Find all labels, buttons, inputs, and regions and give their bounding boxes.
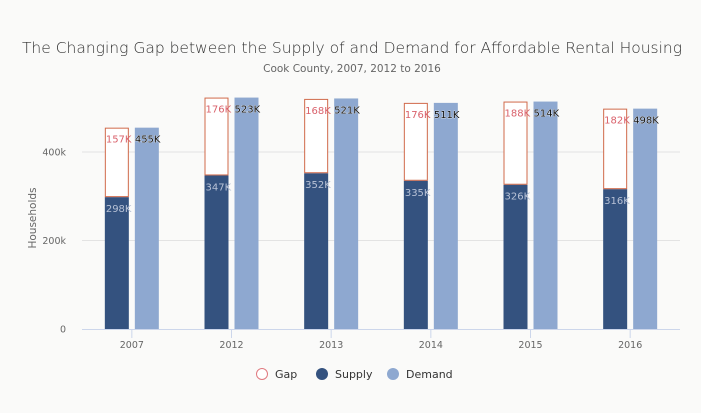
bar-supply (403, 180, 428, 329)
data-label-supply: 326K (505, 192, 531, 203)
bar-gap (304, 98, 329, 174)
data-label-demand: 514K (534, 109, 560, 120)
x-tick-label: 2014 (419, 340, 443, 351)
bar-gap (603, 108, 628, 190)
data-label-demand: 455K (135, 135, 161, 146)
chart-subtitle: Cook County, 2007, 2012 to 2016 (263, 63, 441, 75)
gridlines (82, 151, 680, 241)
bar-demand (234, 97, 259, 329)
legend-item-supply: Supply (316, 368, 373, 381)
legend-label: Gap (275, 368, 297, 381)
legend-marker-hollow-circle-icon (256, 368, 268, 380)
data-label-supply: 352K (305, 180, 331, 191)
bar-supply (603, 189, 628, 329)
bars (104, 97, 658, 330)
data-label-gap: 176K (405, 110, 431, 121)
x-tick-label: 2016 (618, 340, 642, 351)
data-label-gap: 168K (305, 106, 331, 117)
bar-demand (633, 108, 658, 329)
bar-gap (104, 127, 129, 198)
y-axis: 0 200k 400k (42, 148, 66, 336)
x-tick-label: 2012 (219, 340, 243, 351)
legend-item-demand: Demand (387, 368, 453, 381)
legend-marker-circle-icon (387, 368, 399, 380)
bar-supply (104, 197, 129, 329)
data-label-gap: 157K (106, 135, 132, 146)
bar-gap (204, 97, 229, 176)
bar-supply (503, 184, 528, 329)
bar-demand (533, 101, 558, 330)
bar-gap (403, 102, 428, 181)
legend-item-gap: Gap (256, 368, 297, 381)
legend-label: Demand (406, 368, 453, 381)
bar-demand (433, 102, 458, 329)
bar-demand (134, 127, 159, 329)
x-tick-label: 2015 (518, 340, 542, 351)
x-tick-label: 2007 (120, 340, 144, 351)
data-label-demand: 521K (334, 105, 360, 116)
y-tick-label: 200k (42, 236, 66, 247)
x-axis: 2007 2012 2013 2014 2015 2016 (120, 329, 642, 351)
chart-title: The Changing Gap between the Supply of a… (22, 39, 682, 57)
bar-demand (334, 98, 359, 330)
y-axis-label: Households (27, 187, 39, 248)
data-label-gap: 188K (505, 109, 531, 120)
bar-gap (503, 101, 528, 185)
y-tick-label: 0 (60, 325, 66, 336)
data-label-supply: 316K (604, 196, 630, 207)
y-tick-label: 400k (42, 148, 66, 159)
bar-supply (304, 173, 329, 329)
bar-supply (204, 175, 229, 329)
data-label-gap: 182K (604, 116, 630, 127)
data-label-supply: 298K (106, 204, 132, 215)
legend-label: Supply (335, 368, 373, 381)
legend-marker-circle-icon (316, 368, 328, 380)
data-label-gap: 176K (206, 105, 232, 116)
data-label-supply: 335K (405, 188, 431, 199)
x-tick-label: 2013 (319, 340, 343, 351)
data-label-demand: 523K (235, 105, 261, 116)
data-label-demand: 498K (633, 116, 659, 127)
legend: Gap Supply Demand (256, 368, 453, 381)
data-label-supply: 347K (206, 182, 232, 193)
data-label-demand: 511K (434, 110, 460, 121)
